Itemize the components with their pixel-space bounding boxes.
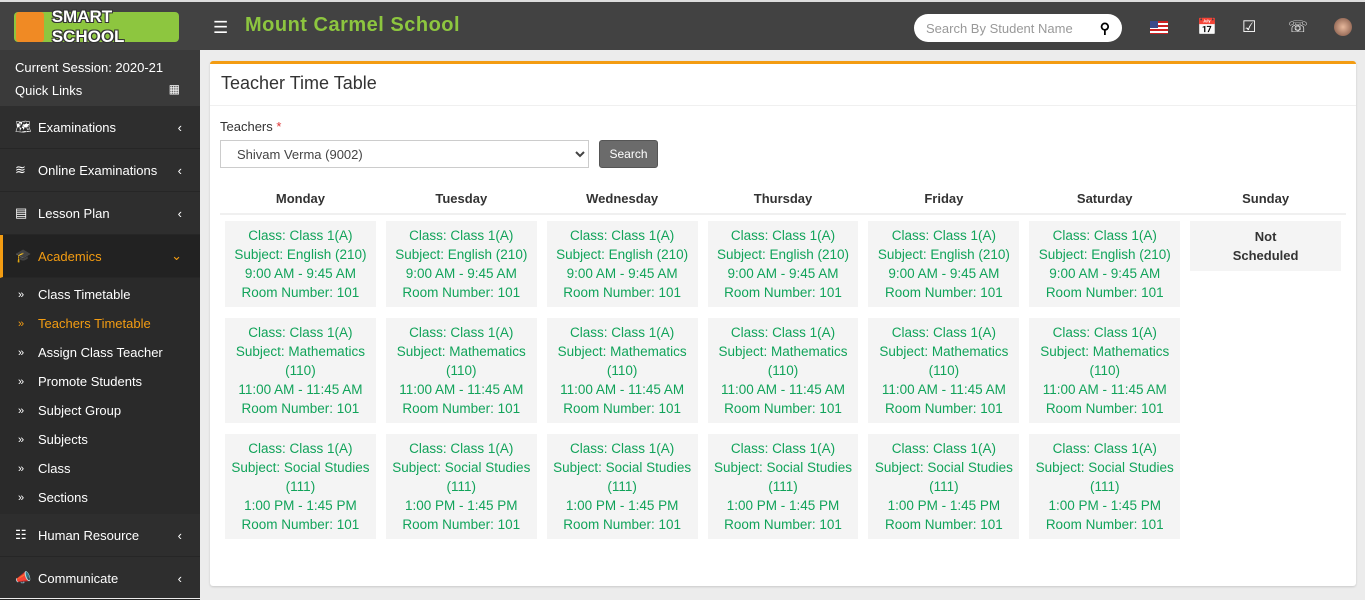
timetable-entry: Class: Class 1(A) Subject: Mathematics (1… <box>225 318 376 423</box>
sidebar-subitem-promote-students[interactable]: » Promote Students <box>18 374 143 389</box>
sidebar-subitem-class[interactable]: » Class <box>18 461 71 476</box>
day-column: Wednesday Class: Class 1(A) Subject: Engli… <box>541 182 703 550</box>
quick-links[interactable]: Quick Links <box>15 83 83 98</box>
timetable-entry: Class: Class 1(A) Subject: Mathematics (1… <box>385 318 537 423</box>
chevron-down-icon: ⌄ <box>171 248 182 263</box>
timetable-entry: Class: Class 1(A) Subject: English (210) 9… <box>868 221 1020 307</box>
timetable-entry: Class: Class 1(A) Subject: Mathematics (1… <box>707 318 859 423</box>
rss-icon: ≋ <box>15 162 26 177</box>
timetable-entry: Class: Class 1(A) Subject: English (210) 9… <box>385 221 537 307</box>
not-scheduled: Not Scheduled <box>1190 221 1342 271</box>
timetable-entry: Class: Class 1(A) Subject: English (210) 9… <box>1029 221 1181 307</box>
book-icon <box>16 12 44 42</box>
sidebar-subitem-subjects[interactable]: » Subjects <box>18 432 88 447</box>
day-header: Monday <box>220 182 381 215</box>
chevron-left-icon: ‹ <box>177 119 182 135</box>
day-header: Wednesday <box>541 182 703 215</box>
day-column: Thursday Class: Class 1(A) Subject: Englis… <box>702 182 864 550</box>
whatsapp-icon[interactable]: ☏ <box>1288 19 1309 36</box>
sidebar-subitem-teachers-timetable[interactable]: » Teachers Timetable <box>18 316 151 331</box>
student-search: ⚲ <box>914 14 1122 42</box>
school-name: Mount Carmel School <box>245 14 461 36</box>
graduation-cap-icon: 🎓 <box>15 248 32 263</box>
sidebar-subitem-subject-group[interactable]: » Subject Group <box>18 403 122 418</box>
timetable-entry: Class: Class 1(A) Subject: Mathematics (1… <box>1029 318 1181 423</box>
sidebar-subitem-class-timetable[interactable]: » Class Timetable <box>18 287 131 302</box>
timetable-entry: Class: Class 1(A) Subject: Social Studies… <box>1029 434 1181 539</box>
timetable-entry: Class: Class 1(A) Subject: Social Studies… <box>707 434 859 539</box>
sidebar-item-communicate[interactable]: 📣 Communicate ‹ <box>0 557 200 600</box>
checkbox-icon[interactable]: ☑ <box>1242 19 1257 36</box>
teacher-timetable-panel: Teacher Time Table Teachers * Shivam Ver… <box>210 61 1356 586</box>
day-header: Sunday <box>1185 182 1347 215</box>
timetable-entry: Class: Class 1(A) Subject: English (210) 9… <box>225 221 376 307</box>
timetable-entry: Class: Class 1(A) Subject: Mathematics (1… <box>546 318 698 423</box>
double-chevron-icon: » <box>18 317 25 330</box>
timetable-entry: Class: Class 1(A) Subject: English (210) 9… <box>546 221 698 307</box>
session-info: Current Session: 2020-21 Quick Links ▦ <box>0 50 200 106</box>
logo[interactable]: SMART SCHOOL <box>14 7 179 46</box>
timetable-entry: Class: Class 1(A) Subject: Social Studies… <box>868 434 1020 539</box>
sidebar-item-academics[interactable]: 🎓 Academics ⌄ <box>0 235 200 278</box>
day-column: Saturday Class: Class 1(A) Subject: Englis… <box>1024 182 1186 550</box>
timetable-entry: Class: Class 1(A) Subject: Social Studies… <box>546 434 698 539</box>
chevron-left-icon: ‹ <box>177 527 182 543</box>
double-chevron-icon: » <box>18 404 25 417</box>
page-title: Teacher Time Table <box>210 64 1356 106</box>
chevron-left-icon: ‹ <box>177 162 182 178</box>
avatar[interactable] <box>1334 18 1352 36</box>
day-column: Monday Class: Class 1(A) Subject: English … <box>220 182 381 550</box>
flag-us-icon[interactable] <box>1150 21 1168 34</box>
double-chevron-icon: » <box>18 433 25 446</box>
day-header: Friday <box>863 182 1025 215</box>
chevron-left-icon: ‹ <box>177 570 182 586</box>
search-input[interactable] <box>926 20 1086 36</box>
teacher-select[interactable]: Shivam Verma (9002) <box>220 140 589 168</box>
sidebar-item-human-resource[interactable]: ☷ Human Resource ‹ <box>0 514 200 557</box>
sidebar-item-examinations[interactable]: 🗺 Examinations ‹ <box>0 106 200 149</box>
timetable-entry: Class: Class 1(A) Subject: Social Studies… <box>225 434 376 539</box>
double-chevron-icon: » <box>18 462 25 475</box>
day-column: Sunday Not Scheduled <box>1185 182 1347 550</box>
sidebar-subitem-assign-class-teacher[interactable]: » Assign Class Teacher <box>18 345 163 360</box>
current-session: Current Session: 2020-21 <box>15 60 164 75</box>
timetable-entry: Class: Class 1(A) Subject: Social Studies… <box>385 434 537 539</box>
search-icon[interactable]: ⚲ <box>1099 19 1110 36</box>
double-chevron-icon: » <box>18 288 25 301</box>
list-icon: ▤ <box>15 205 28 220</box>
double-chevron-icon: » <box>18 375 25 388</box>
grid-icon[interactable]: ▦ <box>168 82 180 96</box>
teachers-label: Teachers * <box>220 119 282 134</box>
calendar-icon[interactable]: 📅 <box>1197 19 1217 36</box>
day-header: Tuesday <box>380 182 542 215</box>
timetable-entry: Class: Class 1(A) Subject: English (210) 9… <box>707 221 859 307</box>
sidebar-subitem-sections[interactable]: » Sections <box>18 490 88 505</box>
map-icon: 🗺 <box>15 119 32 134</box>
bullhorn-icon: 📣 <box>15 570 32 585</box>
sitemap-icon: ☷ <box>15 527 27 542</box>
timetable-entry: Class: Class 1(A) Subject: Mathematics (1… <box>868 318 1020 423</box>
sidebar: Current Session: 2020-21 Quick Links ▦ 🗺… <box>0 50 200 600</box>
day-header: Saturday <box>1024 182 1186 215</box>
menu-toggle-icon[interactable]: ☰ <box>213 18 229 37</box>
chevron-left-icon: ‹ <box>177 205 182 221</box>
timetable: Monday Class: Class 1(A) Subject: English … <box>220 182 1347 550</box>
double-chevron-icon: » <box>18 491 25 504</box>
day-column: Tuesday Class: Class 1(A) Subject: English… <box>380 182 542 550</box>
search-button[interactable]: Search <box>599 140 658 168</box>
top-header: SMART SCHOOL ☰ Mount Carmel School ⚲ 📅 ☑… <box>0 0 1365 50</box>
double-chevron-icon: » <box>18 346 25 359</box>
day-column: Friday Class: Class 1(A) Subject: English … <box>863 182 1025 550</box>
sidebar-item-online-examinations[interactable]: ≋ Online Examinations ‹ <box>0 149 200 192</box>
sidebar-item-lesson-plan[interactable]: ▤ Lesson Plan ‹ <box>0 192 200 235</box>
day-header: Thursday <box>702 182 864 215</box>
